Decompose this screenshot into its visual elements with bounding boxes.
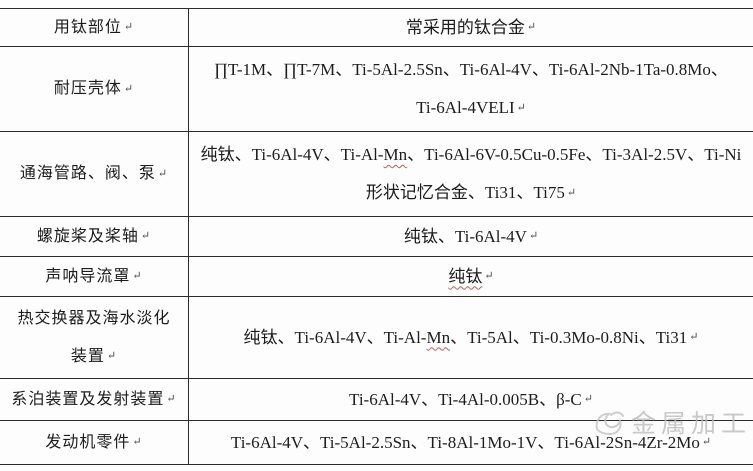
cell-text: 热交换器及海水淡化 — [17, 309, 171, 327]
paragraph-mark: ↵ — [123, 21, 135, 33]
cell-text: 形状记忆合金、Ti31、Ti75 — [365, 183, 565, 202]
cell-text: 通海管路、阀、泵 — [19, 165, 156, 182]
paragraph-mark: ↵ — [583, 393, 593, 405]
paragraph-mark: ↵ — [166, 393, 177, 405]
alloy-cell: ∏T-1M、∏T-7M、Ti-5Al-2.5Sn、Ti-6Al-4V、Ti-6A… — [188, 47, 753, 131]
alloy-cell: 纯钛 ↵ — [188, 257, 753, 296]
cell-text: ∏T-1M、∏T-7M、Ti-5Al-2.5Sn、Ti-6Al-4V、Ti-6A… — [214, 60, 728, 79]
paragraph-mark: ↵ — [701, 436, 712, 448]
spellcheck-flagged-text: 纯钛 — [448, 266, 483, 286]
part-cell: 发动机零件 ↵ — [0, 421, 188, 464]
part-cell: 系泊装置及发射装置 ↵ — [0, 379, 188, 420]
cell-text: Ti-6Al-4VELI — [416, 98, 515, 117]
paragraph-mark: ↵ — [484, 270, 494, 282]
titanium-alloy-table: 用钛部位 ↵ 常采用的钛合金 ↵ 耐压壳体 ↵ ∏T-1M、∏T-7M、Ti-5Al… — [0, 8, 753, 465]
table-row: 通海管路、阀、泵 ↵ 纯钛、Ti-6Al-4V、Ti-Al- Mn 、Ti-6Al-6V… — [0, 132, 753, 217]
cell-text: 纯钛、Ti-6Al-4V、Ti-Al- — [243, 327, 427, 347]
paragraph-mark: ↵ — [689, 331, 699, 343]
table-row: 声呐导流罩 ↵ 纯钛 ↵ — [0, 257, 753, 297]
table-rows: 耐压壳体 ↵ ∏T-1M、∏T-7M、Ti-5Al-2.5Sn、Ti-6Al-4V、… — [0, 47, 753, 465]
part-cell: 通海管路、阀、泵 ↵ — [0, 132, 188, 216]
cell-text: 耐压壳体 — [53, 80, 122, 97]
cell-text: 、Ti-5Al、Ti-0.3Mo-0.8Ni、Ti31 — [450, 327, 688, 347]
part-cell: 热交换器及海水淡化装置 ↵ — [0, 297, 188, 378]
header-cell-alloys: 常采用的钛合金 ↵ — [188, 9, 753, 46]
alloy-cell: 纯钛、Ti-6Al-4V、Ti-Al- Mn 、Ti-5Al、Ti-0.3Mo-0.… — [188, 297, 753, 378]
alloy-cell: 纯钛、Ti-6Al-4V ↵ — [188, 217, 753, 256]
table-row: 螺旋桨及桨轴 ↵ 纯钛、Ti-6Al-4V ↵ — [0, 217, 753, 257]
part-cell: 耐压壳体 ↵ — [0, 47, 188, 131]
paragraph-mark: ↵ — [106, 350, 118, 362]
cell-text: Ti-6Al-4V、Ti-4Al-0.005B、β-C — [349, 389, 582, 409]
alloy-cell: Ti-6Al-4V、Ti-5Al-2.5Sn、Ti-8Al-1Mo-1V、Ti-… — [188, 421, 753, 464]
header-part-label: 用钛部位 — [53, 18, 122, 36]
cell-text: 发动机零件 — [45, 433, 131, 451]
table-header-row: 用钛部位 ↵ 常采用的钛合金 ↵ — [0, 9, 753, 47]
paragraph-mark: ↵ — [528, 230, 539, 242]
table-row: 系泊装置及发射装置 ↵ Ti-6Al-4V、Ti-4Al-0.005B、β-C ↵ — [0, 379, 753, 421]
table-row: 热交换器及海水淡化 装置 ↵ 纯钛、Ti-6Al-4V、Ti-Al- Mn 、Ti-5Al… — [0, 297, 753, 379]
part-cell: 声呐导流罩 ↵ — [0, 257, 188, 296]
paragraph-mark: ↵ — [123, 82, 135, 95]
header-cell-part: 用钛部位 ↵ — [0, 9, 188, 46]
cell-text: Ti-6Al-4V、Ti-5Al-2.5Sn、Ti-8Al-1Mo-1V、Ti-… — [230, 432, 700, 452]
cell-text: 纯钛、Ti-6Al-4V、Ti-Al- — [200, 145, 384, 164]
cell-text: 声呐导流罩 — [45, 267, 131, 285]
cell-text: 螺旋桨及桨轴 — [36, 227, 139, 245]
paragraph-mark: ↵ — [157, 167, 169, 180]
paragraph-mark: ↵ — [516, 101, 526, 114]
paragraph-mark: ↵ — [526, 21, 537, 33]
spellcheck-flagged-text: Mn — [426, 327, 451, 347]
alloy-cell: Ti-6Al-4V、Ti-4Al-0.005B、β-C ↵ — [188, 379, 753, 420]
spellcheck-flagged-text: Mn — [383, 145, 408, 164]
table-row: 发动机零件 ↵ Ti-6Al-4V、Ti-5Al-2.5Sn、Ti-8Al-1Mo-… — [0, 421, 753, 465]
part-cell: 螺旋桨及桨轴 ↵ — [0, 217, 188, 256]
alloy-cell: 纯钛、Ti-6Al-4V、Ti-Al- Mn 、Ti-6Al-6V-0.5Cu-0.… — [188, 132, 753, 216]
cell-text: 纯钛、Ti-6Al-4V — [403, 226, 527, 246]
paragraph-mark: ↵ — [132, 270, 143, 282]
cell-text: 系泊装置及发射装置 — [11, 390, 165, 408]
header-alloys-label: 常采用的钛合金 — [405, 17, 525, 37]
paragraph-mark: ↵ — [132, 436, 143, 448]
paragraph-mark: ↵ — [566, 186, 577, 199]
cell-text: 装置 — [70, 347, 105, 365]
paragraph-mark: ↵ — [140, 230, 152, 242]
cell-text: 、Ti-6Al-6V-0.5Cu-0.5Fe、Ti-3Al-2.5V、Ti-Ni — [407, 145, 742, 164]
table-row: 耐压壳体 ↵ ∏T-1M、∏T-7M、Ti-5Al-2.5Sn、Ti-6Al-4V、… — [0, 47, 753, 132]
